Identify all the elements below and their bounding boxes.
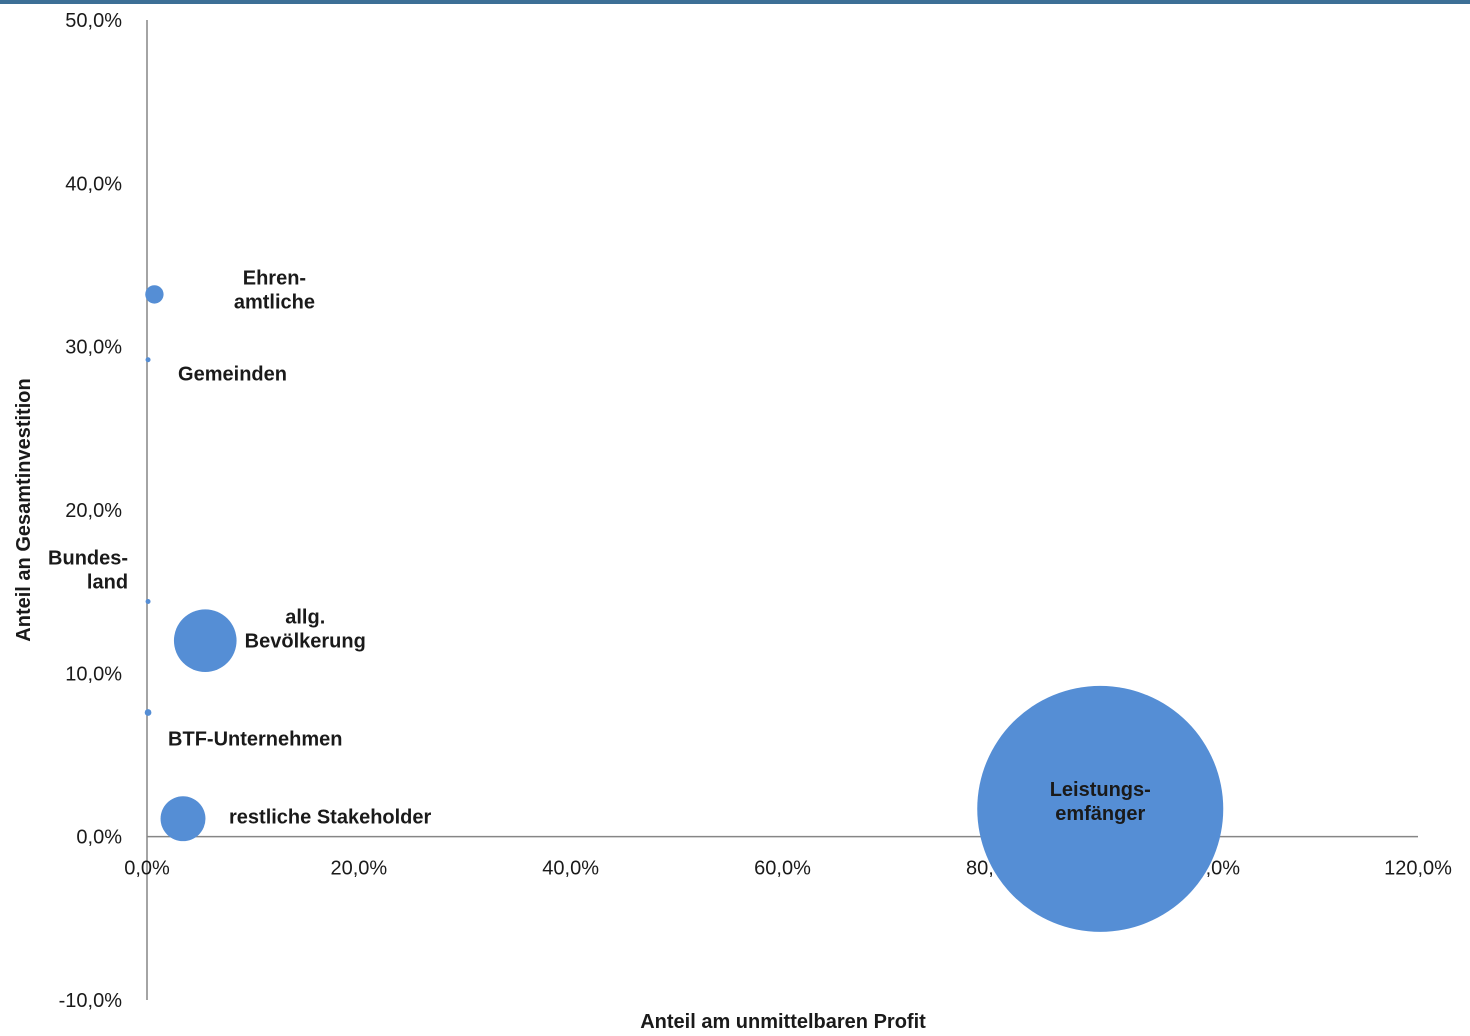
bubble bbox=[145, 285, 164, 304]
y-tick-label: 50,0% bbox=[65, 10, 122, 32]
bubble bbox=[144, 709, 152, 716]
axes bbox=[146, 20, 1418, 1000]
bubble-label: BTF-Unternehmen bbox=[168, 729, 342, 751]
bubble-label: Bundes-land bbox=[48, 547, 128, 593]
bubble-label: restliche Stakeholder bbox=[229, 807, 432, 829]
bubble bbox=[145, 357, 151, 363]
y-tick-labels: -10,0% 0,0% 10,0% 20,0% 30,0% 40,0% 50,0% bbox=[59, 10, 123, 1012]
bubble bbox=[145, 598, 151, 604]
y-tick-label: -10,0% bbox=[59, 990, 123, 1012]
x-tick-label: 0,0% bbox=[124, 858, 170, 880]
x-tick-label: 40,0% bbox=[542, 858, 599, 880]
x-tick-label: 120,0% bbox=[1384, 858, 1452, 880]
bubble-label-line: allg. bbox=[285, 607, 325, 629]
bubble-label-line: land bbox=[87, 571, 128, 593]
bubble-label-line: amtliche bbox=[234, 291, 315, 313]
bubble-label-line: Bevölkerung bbox=[245, 631, 366, 653]
bubble-label-line: Ehren- bbox=[243, 267, 306, 289]
bubble bbox=[977, 685, 1224, 932]
top-border bbox=[0, 0, 1470, 4]
y-tick-label: 30,0% bbox=[65, 337, 122, 359]
bubbles bbox=[144, 285, 1224, 932]
y-axis-title: Anteil an Gesamtinvestition bbox=[13, 378, 35, 641]
bubble-label: Ehren-amtliche bbox=[234, 267, 315, 313]
y-tick-label: 40,0% bbox=[65, 173, 122, 195]
bubble bbox=[173, 609, 237, 672]
y-tick-label: 20,0% bbox=[65, 500, 122, 522]
y-tick-label: 0,0% bbox=[76, 827, 122, 849]
x-tick-label: 60,0% bbox=[754, 858, 811, 880]
bubble-label-line: emfänger bbox=[1055, 803, 1145, 825]
x-axis-title: Anteil am unmittelbaren Profit bbox=[640, 1011, 926, 1033]
bubble-label-line: Leistungs- bbox=[1050, 779, 1151, 801]
bubble-label-line: Bundes- bbox=[48, 547, 128, 569]
x-tick-label: 20,0% bbox=[330, 858, 387, 880]
y-tick-label: 10,0% bbox=[65, 663, 122, 685]
bubble bbox=[160, 796, 206, 842]
x-tick-labels: 0,0%20,0%40,0%60,0%80,0%100,0%120,0% bbox=[124, 858, 1452, 880]
bubble-label: Leistungs-emfänger bbox=[1050, 779, 1151, 825]
bubble-label-line: restliche Stakeholder bbox=[229, 807, 432, 829]
bubble-label-line: Gemeinden bbox=[178, 364, 287, 386]
bubble-label: Gemeinden bbox=[178, 364, 287, 386]
bubble-label: allg. Bevölkerung bbox=[245, 607, 366, 653]
bubble-label-line: BTF-Unternehmen bbox=[168, 729, 342, 751]
